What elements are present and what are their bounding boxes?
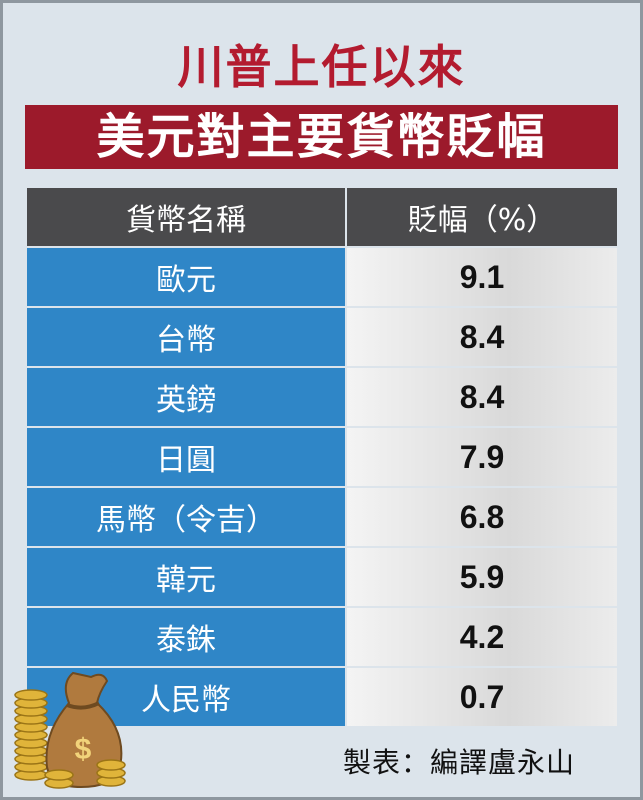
currency-name: 台幣 [27,308,345,366]
table-row: 台幣 8.4 [27,308,617,366]
depreciation-value: 6.8 [347,488,617,546]
currency-name: 日圓 [27,428,345,486]
depreciation-value: 9.1 [347,248,617,306]
depreciation-value: 7.9 [347,428,617,486]
subtitle: 美元對主要貨幣貶幅 [96,109,547,165]
table: 貨幣名稱 貶幅（%） 歐元 9.1 台幣 8.4 英鎊 8.4 日圓 7.9 馬幣（令吉） 6.8… [27,188,617,728]
table-row: 日圓 7.9 [27,428,617,486]
title-band [25,105,618,169]
depreciation-value: 8.4 [347,308,617,366]
credit: 製表：編譯盧永山 [343,746,576,779]
currency-name: 韓元 [27,548,345,606]
table-row: 泰銖 4.2 [27,608,617,666]
table-row: 韓元 5.9 [27,548,617,606]
currency-name: 馬幣（令吉） [27,488,345,546]
table-row: 歐元 9.1 [27,248,617,306]
money-icon: $ [14,671,126,789]
svg-text:$: $ [75,733,92,766]
title: 川普上任以來 [177,40,466,94]
table-row: 馬幣（令吉） 6.8 [27,488,617,546]
column-header: 貶幅（%） [347,188,617,246]
table-row: 英鎊 8.4 [27,368,617,426]
depreciation-value: 5.9 [347,548,617,606]
currency-name: 泰銖 [27,608,345,666]
header-row: 貨幣名稱 貶幅（%） [27,188,617,246]
currency-name: 英鎊 [27,368,345,426]
depreciation-value: 0.7 [347,668,617,726]
depreciation-value: 4.2 [347,608,617,666]
depreciation-value: 8.4 [347,368,617,426]
column-header: 貨幣名稱 [27,188,345,246]
currency-name: 歐元 [27,248,345,306]
